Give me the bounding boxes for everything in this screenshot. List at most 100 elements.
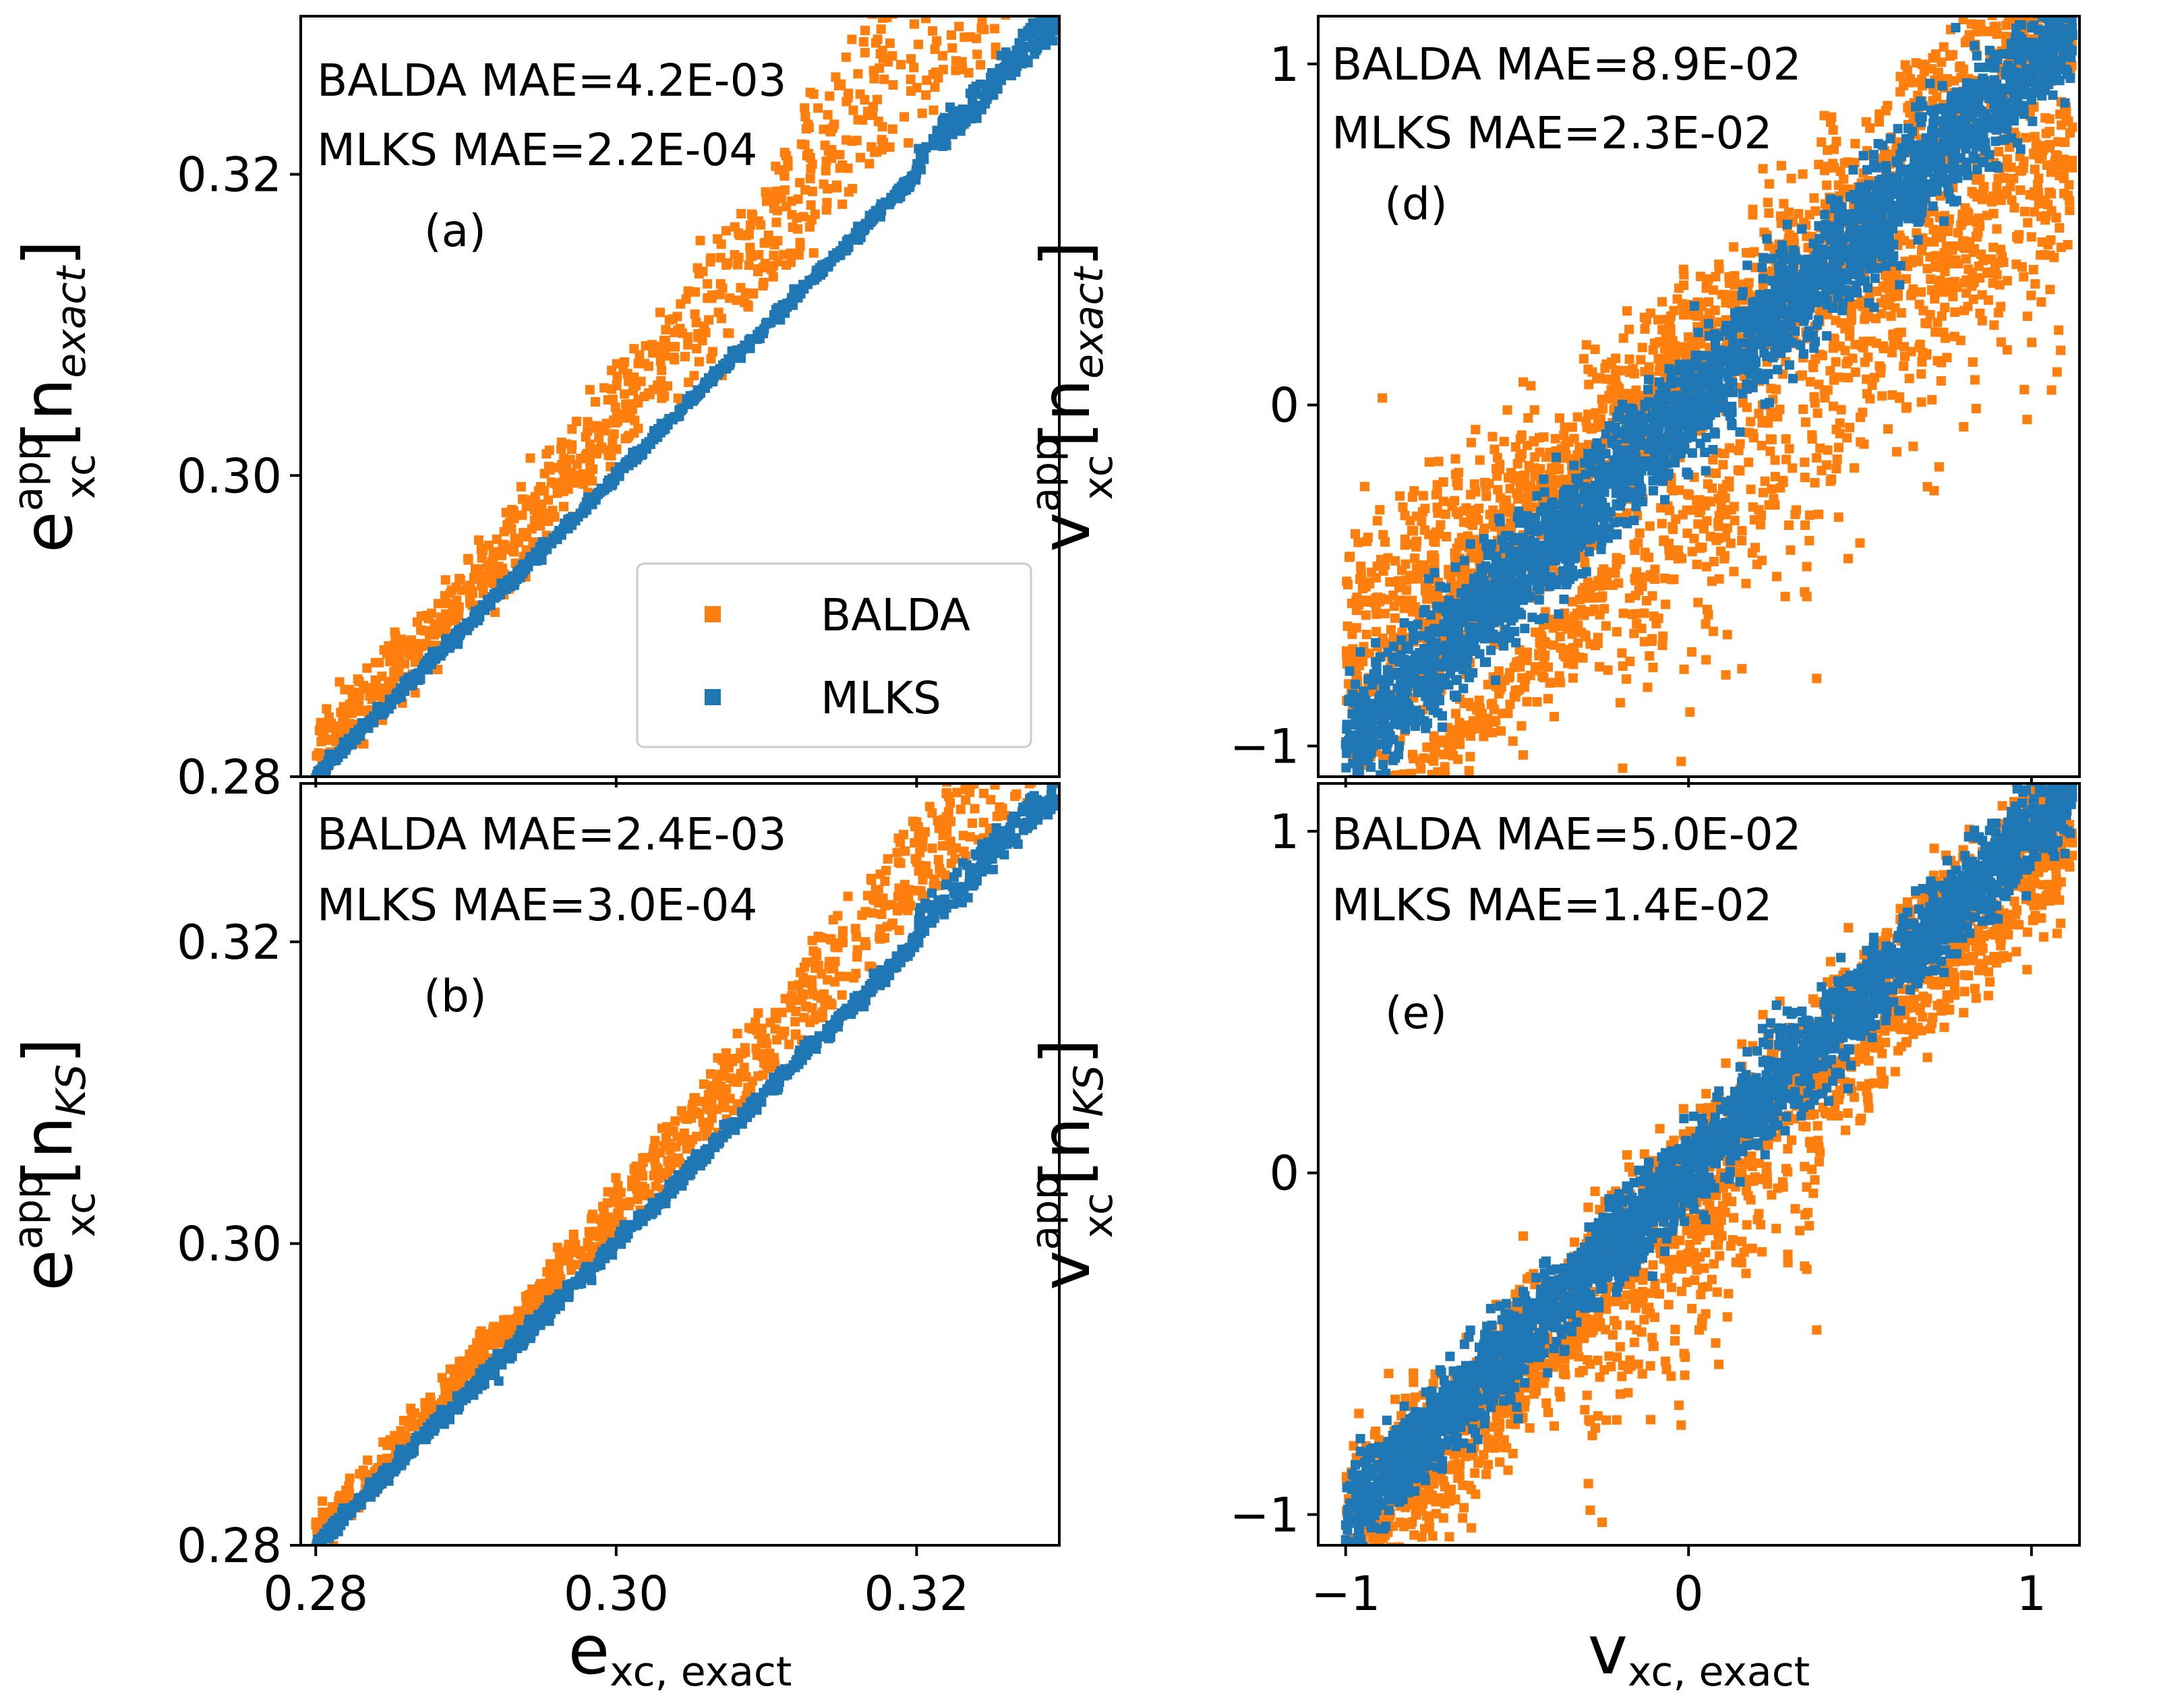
point-balda	[601, 419, 612, 429]
point-balda	[1516, 430, 1527, 440]
point-balda	[1855, 538, 1865, 548]
point-balda	[771, 1035, 781, 1045]
point-balda	[982, 754, 992, 763]
point-balda	[787, 990, 797, 1001]
point-balda	[995, 763, 1005, 772]
point-balda	[770, 196, 780, 206]
point-mlks	[848, 233, 858, 243]
point-balda	[768, 272, 778, 282]
point-mlks	[415, 674, 425, 684]
point-balda	[795, 177, 805, 187]
point-mlks	[965, 863, 974, 873]
point-balda	[517, 510, 527, 520]
point-balda	[1019, 767, 1028, 777]
point-balda	[622, 369, 632, 379]
point-mlks	[1051, 801, 1059, 811]
point-balda	[1001, 764, 1010, 773]
point-balda	[954, 22, 964, 32]
point-balda	[322, 704, 332, 714]
point-balda	[1986, 254, 1997, 264]
point-balda	[1555, 632, 1565, 642]
point-mlks	[692, 1160, 702, 1170]
point-balda	[629, 344, 639, 354]
point-mlks	[397, 1454, 407, 1464]
point-mlks	[939, 910, 949, 920]
point-balda	[1795, 371, 1805, 381]
point-balda	[837, 199, 848, 209]
point-balda	[906, 54, 916, 64]
point-balda	[1386, 625, 1396, 635]
point-balda	[2037, 237, 2047, 247]
point-mlks	[454, 628, 464, 638]
point-balda	[657, 1123, 667, 1133]
point-balda	[976, 24, 986, 34]
point-balda	[1875, 109, 1885, 119]
point-balda	[880, 876, 890, 886]
point-mlks	[461, 1387, 471, 1397]
point-mlks	[442, 1405, 452, 1414]
point-balda	[1593, 576, 1603, 586]
point-balda	[489, 578, 498, 589]
point-mlks	[829, 253, 839, 263]
point-balda	[1410, 554, 1420, 563]
point-balda	[817, 932, 827, 943]
point-balda	[715, 253, 726, 263]
point-balda	[875, 934, 885, 944]
point-mlks	[1032, 28, 1042, 38]
point-balda	[779, 249, 789, 260]
point-mlks	[573, 512, 583, 522]
point-balda	[883, 854, 893, 864]
point-balda	[1781, 434, 1791, 444]
point-balda	[1543, 694, 1553, 704]
point-balda	[753, 1008, 763, 1018]
point-balda	[968, 818, 977, 828]
point-mlks	[893, 187, 902, 197]
point-balda	[550, 512, 560, 522]
point-balda	[1800, 417, 1810, 427]
point-balda	[568, 1229, 579, 1239]
point-mlks	[1037, 796, 1047, 806]
point-balda	[2067, 156, 2077, 166]
point-balda	[765, 1048, 775, 1059]
point-balda	[1922, 264, 1932, 274]
point-mlks	[564, 1282, 574, 1292]
point-balda	[955, 804, 966, 814]
point-balda	[806, 200, 816, 210]
point-balda	[467, 589, 477, 598]
point-balda	[916, 886, 926, 896]
point-balda	[708, 347, 717, 357]
point-mlks	[479, 603, 488, 614]
point-balda	[721, 226, 731, 236]
point-mlks	[901, 944, 910, 954]
point-balda	[997, 766, 1007, 775]
point-mlks	[378, 1466, 388, 1476]
point-balda	[574, 471, 584, 481]
point-balda	[922, 0, 931, 8]
point-mlks	[769, 310, 779, 320]
point-balda	[437, 1373, 447, 1383]
point-balda	[904, 138, 914, 148]
point-balda	[805, 88, 815, 98]
point-balda	[692, 344, 702, 354]
point-balda	[565, 454, 575, 465]
point-mlks	[602, 482, 612, 492]
point-balda	[760, 258, 770, 268]
point-balda	[454, 1357, 465, 1367]
point-balda	[648, 1152, 657, 1162]
point-mlks	[853, 221, 863, 231]
point-mlks	[949, 899, 959, 909]
point-balda	[762, 1058, 772, 1068]
point-mlks	[627, 455, 637, 465]
point-balda	[694, 357, 704, 367]
point-balda	[821, 205, 831, 215]
point-mlks	[653, 432, 662, 442]
point-mlks	[864, 981, 875, 990]
point-balda	[970, 804, 980, 814]
point-mlks	[317, 1539, 327, 1545]
point-balda	[405, 649, 414, 659]
series-balda-a	[312, 0, 1011, 777]
point-balda	[378, 1437, 388, 1447]
point-mlks	[504, 1340, 514, 1350]
point-balda	[906, 86, 916, 96]
